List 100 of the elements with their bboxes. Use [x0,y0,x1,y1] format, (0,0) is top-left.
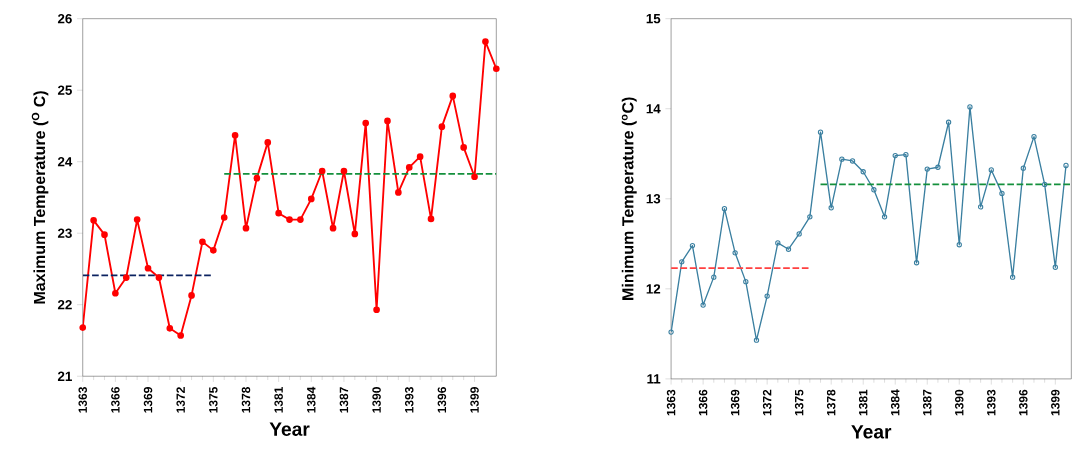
point [264,139,272,146]
point [945,119,952,126]
x-tick-label: 1399 [470,387,479,413]
point [395,189,402,196]
y-axis-title: Maximum Temperature ($^{O}$ C) [31,91,49,304]
point [307,195,315,203]
point [155,274,163,282]
point [482,38,489,46]
y-tick-label: 12 [646,284,661,294]
point [967,104,973,110]
point [679,259,685,265]
point [209,247,217,254]
point [449,92,457,100]
x-tick-label: 1375 [209,387,218,413]
point [405,164,413,171]
x-tick-label: 1366 [111,387,120,413]
x-tick-label: 1366 [698,389,708,416]
point [427,215,435,223]
point [329,225,337,232]
y-tick-label: 22 [57,300,72,310]
point [871,187,877,193]
y-tick-label: 25 [57,85,72,96]
point [1031,134,1037,140]
point [796,231,802,237]
point [903,152,909,158]
point [79,324,87,332]
point [90,217,97,224]
point [373,306,380,314]
point [743,279,749,285]
point [253,174,261,182]
point [231,132,239,139]
point [144,265,152,272]
point [286,216,293,224]
point [297,216,304,224]
point [849,158,856,164]
x-tick-label: 1375 [794,389,804,416]
point [956,242,962,248]
x-tick-label: 1372 [762,389,772,416]
x-tick-label: 1387 [339,387,349,413]
y-tick-label: 26 [57,14,72,24]
x-tick-label: 1378 [241,387,251,413]
x-tick-label: 1363 [78,387,87,413]
point [881,214,888,220]
point [318,167,326,175]
point [711,274,717,280]
point [977,204,984,210]
y-tick-label: 13 [646,194,661,204]
point [384,117,391,125]
point [177,332,185,339]
x-tick-label: 1387 [922,390,932,416]
point [753,337,760,344]
x-tick-label: 1396 [1019,389,1028,416]
x-tick-label: 1384 [890,389,900,416]
point [1052,264,1058,271]
x-tick-label: 1399 [1051,389,1060,416]
point [340,167,348,175]
x-tick-label: 1378 [826,389,836,416]
x-tick-label: 1390 [372,387,381,413]
point [988,167,994,173]
x-tick-label: 1390 [955,389,964,416]
point [785,246,792,253]
x-tick-label: 1393 [987,389,996,416]
point [817,129,824,136]
y-tick-label: 11 [647,374,661,384]
point [101,231,108,239]
point [1041,181,1048,188]
point [732,250,738,256]
point [924,166,930,172]
y-tick-label: 24 [57,157,73,167]
point [133,216,141,224]
point [112,290,119,297]
point [913,260,920,266]
point [860,169,866,175]
x-tick-label: 1396 [437,387,447,413]
point [807,214,813,220]
point [892,153,898,159]
x-axis-title: Year [269,422,310,437]
point [689,243,696,249]
point [721,206,728,212]
y-axis-title: Minimum Temperature ($^{o}$C) [621,97,637,301]
point [351,230,359,238]
point [1009,274,1016,280]
y-tick-label: 14 [646,104,661,114]
point [166,325,174,332]
point [275,210,282,217]
point [242,225,250,232]
point [999,190,1005,197]
point [220,214,228,221]
x-tick-label: 1393 [404,387,414,413]
x-tick-label: 1384 [307,386,316,413]
point [764,293,770,299]
point [828,205,834,211]
x-tick-label: 1381 [274,387,283,413]
x-tick-label: 1363 [666,389,676,416]
y-tick-label: 23 [57,228,72,239]
point [460,144,467,151]
point [438,123,446,131]
y-tick-label: 21 [57,371,72,382]
point [199,238,206,246]
x-tick-label: 1372 [176,387,185,413]
